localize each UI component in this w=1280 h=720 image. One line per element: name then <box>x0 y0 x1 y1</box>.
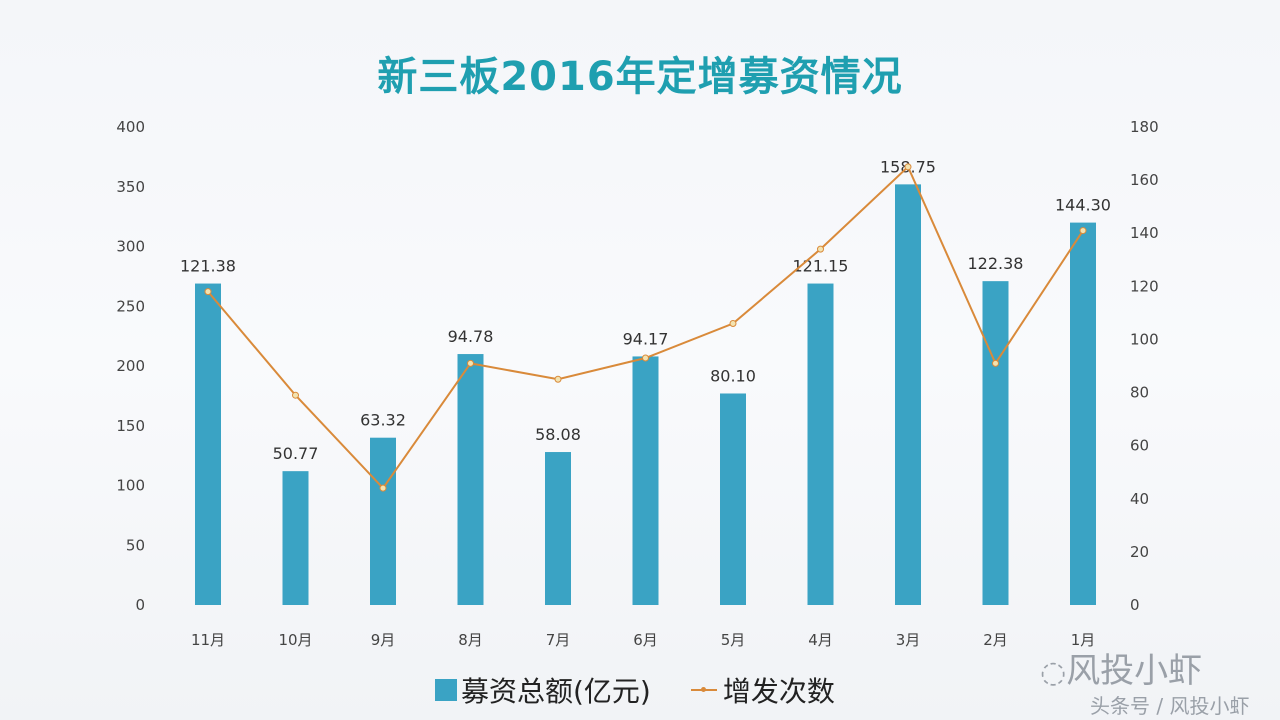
watermark-main: ◌风投小虾 <box>1040 654 1202 688</box>
line-point <box>554 375 562 383</box>
y-right-tick: 40 <box>1130 490 1149 508</box>
y-right-tick: 160 <box>1130 171 1159 189</box>
line-point <box>642 354 649 362</box>
line-point <box>992 359 999 367</box>
y-right-tick: 60 <box>1130 437 1149 455</box>
x-tick: 2月 <box>983 631 1008 649</box>
y-left-tick: 150 <box>116 417 145 435</box>
bar <box>370 437 396 605</box>
bar <box>195 283 221 605</box>
data-label: 122.38 <box>968 254 1024 273</box>
bar <box>545 452 571 605</box>
x-tick: 11月 <box>191 631 225 649</box>
legend: 募资总额(亿元) 增发次数 <box>435 670 835 710</box>
legend-bar-label: 募资总额(亿元) <box>461 675 651 708</box>
line-point <box>204 288 212 296</box>
bar <box>457 354 484 605</box>
x-tick: 4月 <box>808 631 833 649</box>
y-right-tick: 20 <box>1130 543 1149 561</box>
line-point <box>904 163 912 171</box>
y-left-tick: 50 <box>126 536 145 554</box>
bar <box>632 356 659 605</box>
x-tick: 9月 <box>371 631 396 649</box>
y-left-tick: 250 <box>116 297 145 315</box>
bar <box>720 393 746 605</box>
y-right-tick: 100 <box>1130 330 1159 348</box>
y-left-tick: 400 <box>116 118 145 136</box>
data-label: 94.78 <box>448 327 494 346</box>
data-label: 94.17 <box>623 329 669 348</box>
line-point <box>292 391 299 399</box>
x-tick: 1月 <box>1071 631 1096 649</box>
y-left-tick: 0 <box>135 596 145 614</box>
wechat-icon: ◌ <box>1040 655 1067 690</box>
x-tick: 8月 <box>458 631 483 649</box>
data-label: 144.30 <box>1055 196 1111 215</box>
line-point <box>379 484 387 492</box>
y-left-tick: 300 <box>116 238 145 256</box>
line-point <box>467 359 474 367</box>
bar <box>982 281 1009 605</box>
bar <box>1070 222 1096 605</box>
bar <box>807 283 834 605</box>
line-point <box>729 320 737 328</box>
watermark-main-text: 风投小虾 <box>1066 651 1203 691</box>
y-left-tick: 100 <box>116 477 145 495</box>
x-tick: 3月 <box>896 631 921 649</box>
y-left-tick: 350 <box>116 178 145 196</box>
chart-title: 新三板2016年定增募资情况 <box>377 54 903 100</box>
data-label: 58.08 <box>535 425 581 444</box>
line-point <box>817 245 824 253</box>
x-tick: 7月 <box>546 631 571 649</box>
bar <box>895 184 921 606</box>
x-tick: 6月 <box>633 631 658 649</box>
x-tick: 5月 <box>721 631 746 649</box>
y-right-tick: 140 <box>1130 224 1159 242</box>
legend-line-label: 增发次数 <box>722 675 835 708</box>
x-tick: 10月 <box>278 631 312 649</box>
data-label: 121.38 <box>180 257 236 276</box>
line-point <box>1079 227 1087 235</box>
data-label: 80.10 <box>710 366 756 385</box>
legend-bar-swatch <box>435 679 457 701</box>
y-left-tick: 200 <box>116 357 145 375</box>
legend-line-swatch <box>690 687 717 692</box>
data-label: 63.32 <box>360 411 406 430</box>
data-label: 50.77 <box>273 444 319 463</box>
bar <box>282 471 309 605</box>
y-right-tick: 80 <box>1130 384 1149 402</box>
y-right-tick: 0 <box>1130 596 1140 614</box>
y-right-tick: 180 <box>1130 118 1159 136</box>
watermark-sub: 头条号 / 风投小虾 <box>1090 694 1250 718</box>
y-right-tick: 120 <box>1130 277 1159 295</box>
